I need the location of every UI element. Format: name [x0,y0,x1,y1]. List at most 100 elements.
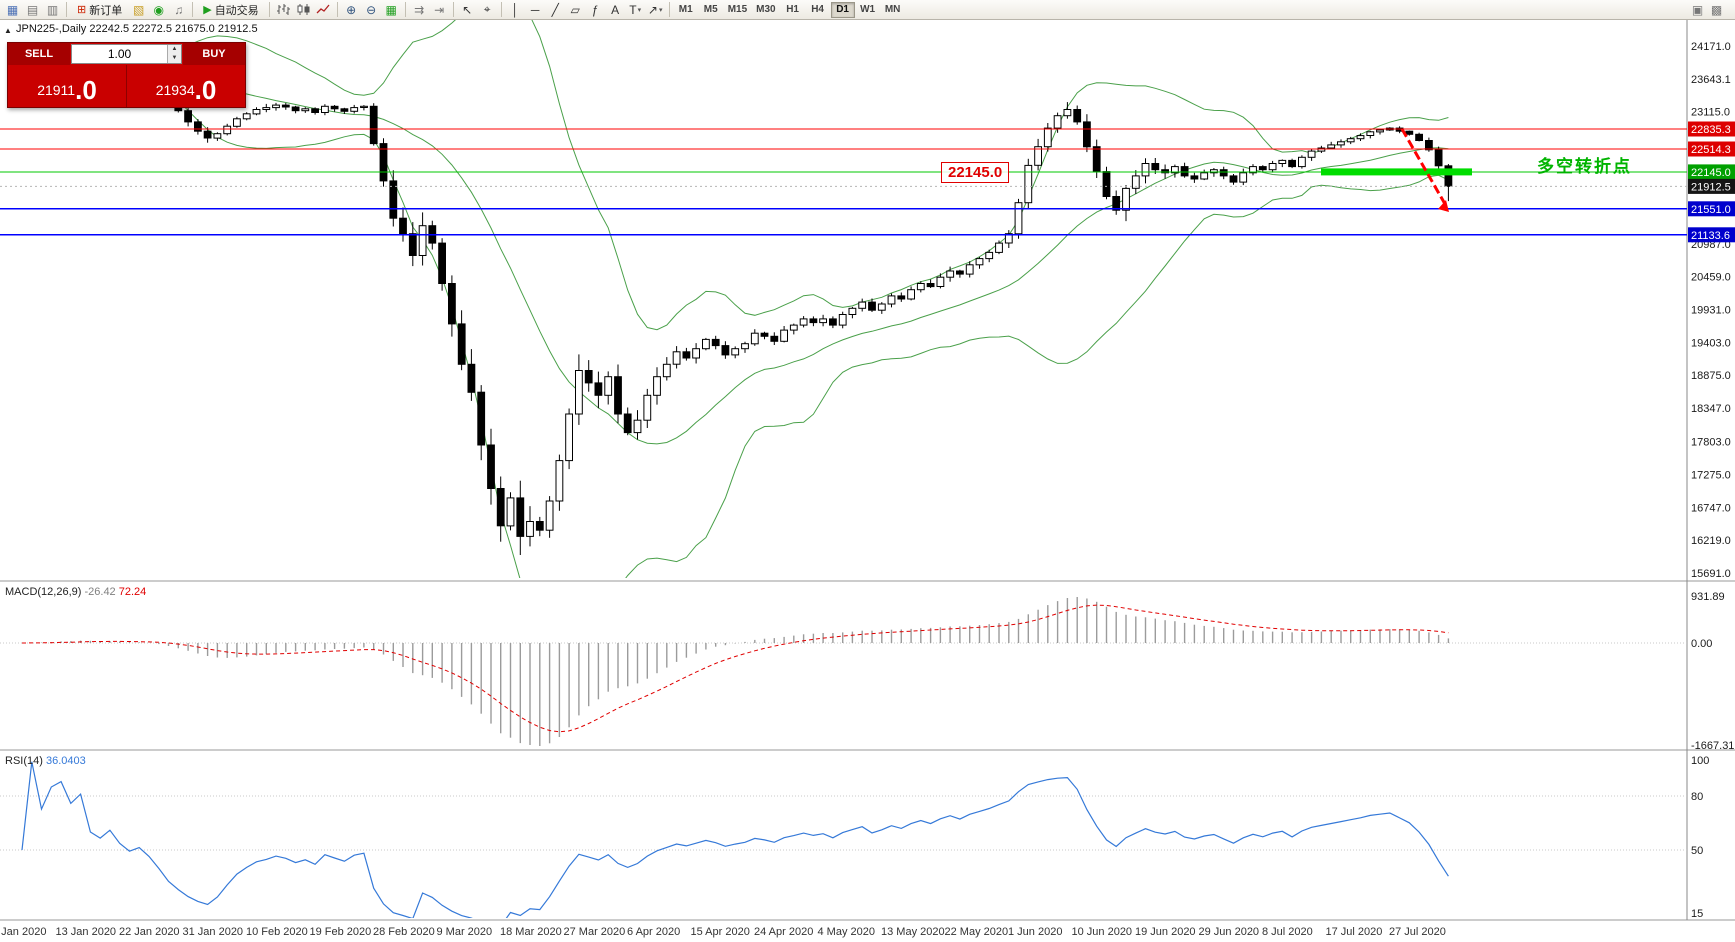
bar-chart-type-icon[interactable] [274,1,293,18]
svg-text:19403.0: 19403.0 [1691,337,1731,349]
autotrading-button[interactable]: ▶ 自动交易 [197,1,264,19]
equidistant-channel-icon[interactable]: ▱ [570,2,580,17]
toolbar-separator [268,2,270,17]
svg-text:18347.0: 18347.0 [1691,403,1731,415]
svg-text:-1667.31: -1667.31 [1691,740,1734,752]
svg-text:15691.0: 15691.0 [1691,568,1731,580]
timeframe-m15-button[interactable]: M15 [724,2,751,18]
tile-windows-icon[interactable]: ▦ [385,2,397,17]
macd-name: MACD(12,26,9) [5,586,82,598]
shapes-tool-icon[interactable]: ↗ ▾ [646,1,665,18]
text-tool-icon[interactable]: A [611,2,620,17]
styles-icon[interactable]: ▩ [1710,2,1723,17]
one-click-toggle-icon[interactable]: ▲ [4,26,12,35]
candlestick-chart-type-icon[interactable] [294,1,313,18]
rsi-layer [0,761,1687,918]
down-arrow-object[interactable] [1400,128,1449,212]
svg-text:27 Jul 2020: 27 Jul 2020 [1389,926,1446,938]
profiles-icon[interactable]: ▤ [26,2,39,17]
shapes-glyph: ↗ [647,2,658,17]
svg-text:13 Jan 2020: 13 Jan 2020 [56,926,117,938]
turning-point-annotation[interactable]: 多空转折点 [1537,157,1632,176]
svg-text:27 Mar 2020: 27 Mar 2020 [564,926,626,938]
main-toolbar: ▦ ▤ ▥ ⊞ 新订单 ▧ ◉ ♫ ▶ 自动交易 ⊕ ⊖ ▦ ⇉ ⇥ ↖ ⌖ │… [0,0,1735,20]
macd-axis[interactable]: 931.89 0.00 -1667.31 [1691,591,1734,752]
volume-up-icon[interactable]: ▲ [168,45,181,54]
sell-price-pips: .0 [75,75,97,105]
green-trend-bar[interactable] [1321,168,1472,176]
timeframe-h1-button[interactable]: H1 [781,2,805,18]
horizontal-line-icon[interactable]: ─ [530,2,540,17]
docking-icon[interactable]: ▣ [1691,2,1704,17]
svg-text:22835.3: 22835.3 [1691,124,1731,136]
timeframe-m30-button[interactable]: M30 [752,2,779,18]
label-tool-icon[interactable]: T ▾ [626,1,645,18]
volume-stepper: ▲ ▼ [167,45,181,63]
volume-field[interactable]: 1.00 ▲ ▼ [71,44,182,64]
svg-text:23115.0: 23115.0 [1691,107,1730,119]
history-center-icon[interactable]: ▧ [133,2,145,17]
svg-text:13 May 2020: 13 May 2020 [881,926,945,938]
timeframe-w1-button[interactable]: W1 [856,2,880,18]
price-badges: 22835.3 22514.3 22145.0 21912.5 21551.0 21133… [1688,121,1735,243]
pane-separators[interactable] [0,20,1735,921]
svg-text:19 Jun 2020: 19 Jun 2020 [1135,926,1196,938]
sell-price-button[interactable]: 21911.0 [8,65,127,107]
svg-text:15: 15 [1691,908,1703,920]
timeframe-m1-button[interactable]: M1 [674,2,698,18]
chevron-down-icon: ▾ [658,6,663,14]
svg-text:19931.0: 19931.0 [1691,305,1731,317]
svg-text:20459.0: 20459.0 [1691,272,1731,284]
candles-layer [18,57,1453,555]
svg-text:15 Apr 2020: 15 Apr 2020 [691,926,750,938]
autoscroll-icon[interactable]: ⇉ [414,2,425,17]
toolbar-separator [452,2,454,17]
chart-shift-icon[interactable]: ⇥ [434,2,445,17]
crosshair-icon[interactable]: ⌖ [483,2,491,16]
timeframe-m5-button[interactable]: M5 [699,2,723,18]
buy-price-pips: .0 [194,75,217,105]
buy-price-button[interactable]: 21934.0 [127,65,245,107]
svg-text:18875.0: 18875.0 [1691,370,1731,382]
svg-text:10 Jun 2020: 10 Jun 2020 [1072,926,1133,938]
alerts-icon[interactable]: ♫ [174,2,184,17]
zoom-in-icon[interactable]: ⊕ [346,2,357,17]
volume-value[interactable]: 1.00 [107,47,132,61]
buy-price-main: 21934 [155,82,195,98]
zoom-out-icon[interactable]: ⊖ [366,2,377,17]
toolbar-right-group: ▣ ▩ [1688,1,1726,18]
chart-info-line: JPN225-,Daily 22242.5 22272.5 21675.0 21… [16,23,258,35]
toolbar-separator [66,2,67,17]
expert-advisors-icon[interactable]: ◉ [153,2,164,17]
vertical-line-icon[interactable]: │ [511,2,519,17]
line-chart-type-icon[interactable] [314,1,333,18]
price-annotation-label[interactable]: 22145.0 [941,162,1010,183]
bollinger-bands [21,20,1449,578]
rsi-axis[interactable]: 100 80 50 15 [1691,755,1709,920]
volume-down-icon[interactable]: ▼ [168,54,181,63]
trendline-icon[interactable]: ╱ [551,2,559,17]
fibonacci-icon[interactable]: ƒ [591,2,599,17]
rsi-name: RSI(14) [5,755,43,767]
timeframe-h4-button[interactable]: H4 [806,2,830,18]
svg-text:22 May 2020: 22 May 2020 [945,926,1009,938]
buy-button[interactable]: BUY [183,43,245,65]
timeframe-d1-button[interactable]: D1 [830,1,855,18]
new-order-icon: ⊞ [77,4,87,16]
new-chart-icon[interactable]: ▦ [6,2,19,17]
svg-text:0.00: 0.00 [1691,638,1712,650]
rsi-indicator-label: RSI(14) 36.0403 [5,755,86,767]
price-axis[interactable]: 24171.023643.123115.020987.020459.019931… [1691,41,1731,580]
new-order-button[interactable]: ⊞ 新订单 [71,1,128,19]
timeframe-mn-button[interactable]: MN [881,2,905,18]
sell-button[interactable]: SELL [8,43,70,65]
svg-text:21912.5: 21912.5 [1691,181,1731,193]
new-order-label: 新订单 [89,4,123,17]
horizontal-line-objects[interactable] [0,128,1687,236]
svg-text:100: 100 [1691,755,1709,767]
svg-text:16219.0: 16219.0 [1691,535,1731,547]
cursor-icon[interactable]: ↖ [462,2,473,17]
market-watch-icon[interactable]: ▥ [46,2,59,17]
